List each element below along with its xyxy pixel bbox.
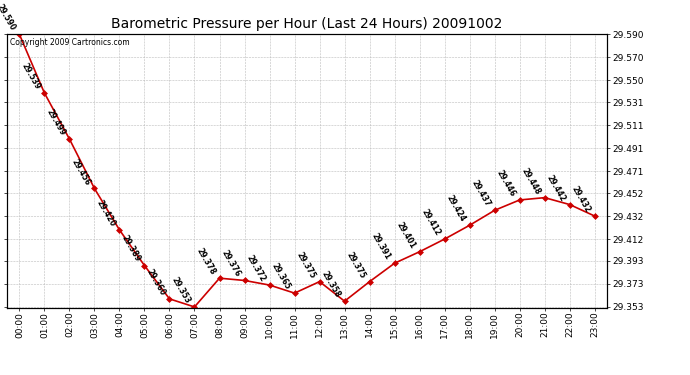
Text: 29.539: 29.539 [19, 62, 42, 91]
Text: 29.360: 29.360 [145, 267, 167, 297]
Text: 29.391: 29.391 [370, 232, 392, 261]
Text: 29.424: 29.424 [445, 194, 467, 224]
Text: 29.358: 29.358 [319, 270, 342, 300]
Title: Barometric Pressure per Hour (Last 24 Hours) 20091002: Barometric Pressure per Hour (Last 24 Ho… [111, 17, 503, 31]
Text: 29.378: 29.378 [195, 246, 217, 276]
Text: 29.499: 29.499 [45, 108, 67, 137]
Text: 29.375: 29.375 [345, 250, 367, 280]
Text: 29.420: 29.420 [95, 198, 117, 228]
Text: 29.375: 29.375 [295, 250, 317, 280]
Text: Copyright 2009 Cartronics.com: Copyright 2009 Cartronics.com [10, 38, 130, 47]
Text: 29.372: 29.372 [245, 254, 267, 284]
Text: 29.376: 29.376 [219, 249, 242, 279]
Text: 29.442: 29.442 [545, 173, 567, 203]
Text: 29.437: 29.437 [470, 179, 492, 209]
Text: 29.448: 29.448 [520, 166, 542, 196]
Text: 29.432: 29.432 [570, 184, 592, 214]
Text: 29.456: 29.456 [70, 157, 92, 187]
Text: 29.353: 29.353 [170, 276, 192, 305]
Text: 29.446: 29.446 [495, 168, 518, 198]
Text: 29.389: 29.389 [119, 234, 142, 264]
Text: 29.412: 29.412 [420, 208, 442, 237]
Text: 29.401: 29.401 [395, 220, 417, 250]
Text: 29.365: 29.365 [270, 262, 292, 291]
Text: 29.590: 29.590 [0, 3, 17, 33]
